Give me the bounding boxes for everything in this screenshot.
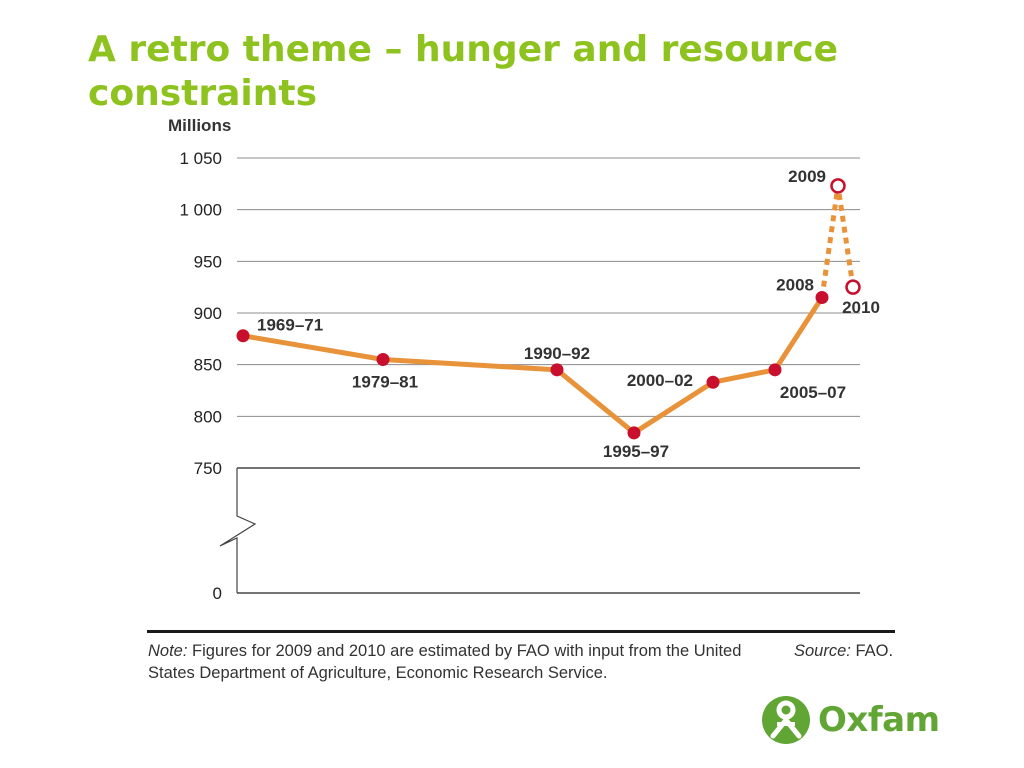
data-point-estimated [830, 178, 846, 194]
point-label: 1979–81 [352, 373, 418, 392]
note-text: Figures for 2009 and 2010 are estimated … [148, 642, 742, 682]
y-tick-label: 750 [194, 459, 222, 478]
data-point [550, 363, 564, 377]
point-label: 2010 [842, 298, 880, 317]
oxfam-mark-icon [762, 696, 810, 744]
point-label: 1990–92 [524, 344, 590, 363]
data-point [768, 363, 782, 377]
point-label: 2008 [776, 276, 814, 295]
oxfam-wordmark: Oxfam [818, 700, 940, 740]
point-label: 2005–07 [780, 383, 846, 402]
source-note: Source: FAO. [794, 640, 893, 662]
point-label: 1995–97 [603, 442, 669, 461]
y-tick-label: 800 [194, 407, 222, 426]
data-point [706, 375, 720, 389]
y-tick-label: 0 [213, 584, 222, 603]
point-label: 2000–02 [627, 371, 693, 390]
data-point [627, 426, 641, 440]
data-point [815, 291, 829, 304]
data-point [236, 329, 250, 343]
source-text: FAO. [855, 642, 894, 660]
y-tick-label: 1 050 [179, 149, 222, 168]
y-tick-label: 1 000 [179, 201, 222, 220]
footnote: Note: Figures for 2009 and 2010 are esti… [148, 640, 768, 684]
footer-divider [147, 630, 895, 633]
series-line [242, 296, 825, 436]
data-point [376, 353, 390, 366]
y-tick-label: 900 [194, 304, 222, 323]
note-label: Note: [148, 642, 188, 660]
series-line-estimated [819, 185, 856, 298]
oxfam-logo: Oxfam [762, 694, 940, 746]
slide-title: A retro theme – hunger and resource cons… [88, 29, 839, 114]
data-point-estimated [845, 279, 861, 295]
y-axis-break [219, 468, 257, 593]
point-label: 1969–71 [257, 316, 323, 335]
source-label: Source: [794, 642, 851, 660]
y-tick-label: 850 [194, 356, 222, 375]
y-axis-label: Millions [168, 116, 231, 135]
y-tick-label: 950 [194, 252, 222, 271]
point-label: 2009 [788, 167, 826, 186]
